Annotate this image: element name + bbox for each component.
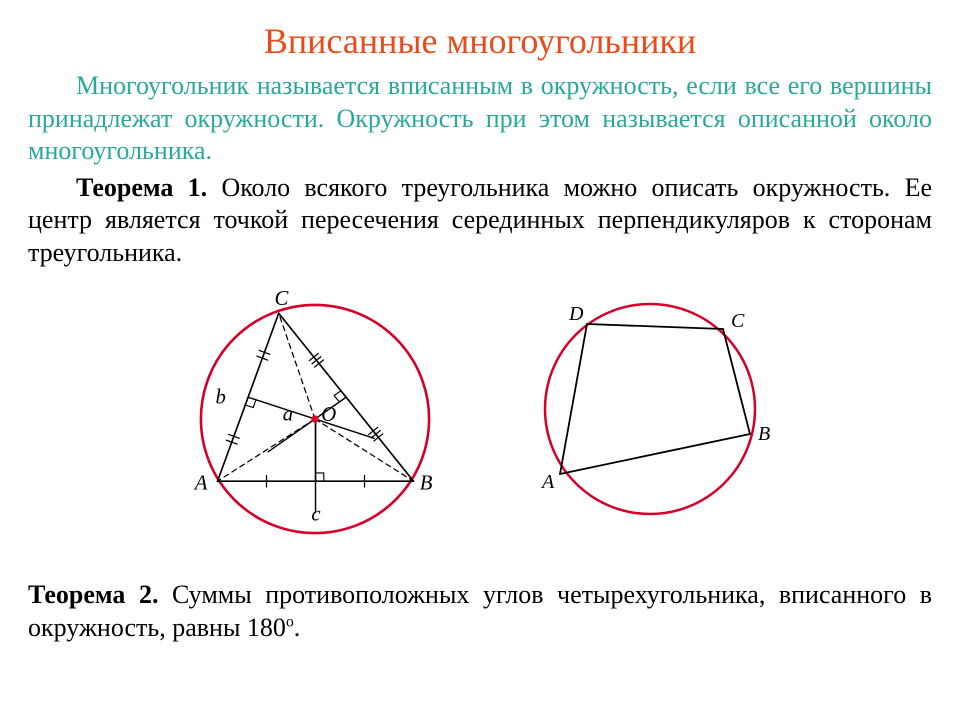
theorem2-text-a: Суммы противоположных углов четырехуголь… <box>28 580 932 642</box>
figure-quadrilateral-inscribed: A B C D <box>515 279 785 539</box>
svg-text:c: c <box>311 504 320 526</box>
svg-text:a: a <box>283 404 293 426</box>
svg-text:C: C <box>275 288 290 310</box>
page-title: Вписанные многоугольники <box>28 20 932 62</box>
theorem-1: Теорема 1. Около всякого треугольника мо… <box>28 172 932 270</box>
intro-paragraph: Многоугольник называется вписанным в окр… <box>28 70 932 168</box>
svg-text:D: D <box>568 303 584 325</box>
intro-text: Многоугольник называется вписанным в окр… <box>28 71 932 165</box>
svg-text:B: B <box>758 423 770 445</box>
svg-text:B: B <box>420 473 433 495</box>
figures-row: A B C Oa b c A B C D <box>28 279 932 559</box>
svg-text:b: b <box>215 386 225 408</box>
theorem2-label: Теорема 2. <box>28 580 158 609</box>
theorem-2: Теорема 2. Суммы противоположных углов ч… <box>28 579 932 644</box>
theorem1-label: Теорема 1. <box>76 173 207 202</box>
theorem2-sup: о <box>286 613 294 630</box>
figure-triangle-circumscribed: A B C Oa b c <box>175 279 455 559</box>
svg-text:A: A <box>540 471 555 493</box>
theorem2-text-b: . <box>294 613 301 642</box>
svg-text:C: C <box>731 310 745 332</box>
svg-text:A: A <box>193 473 208 495</box>
svg-text:O: O <box>321 404 336 426</box>
